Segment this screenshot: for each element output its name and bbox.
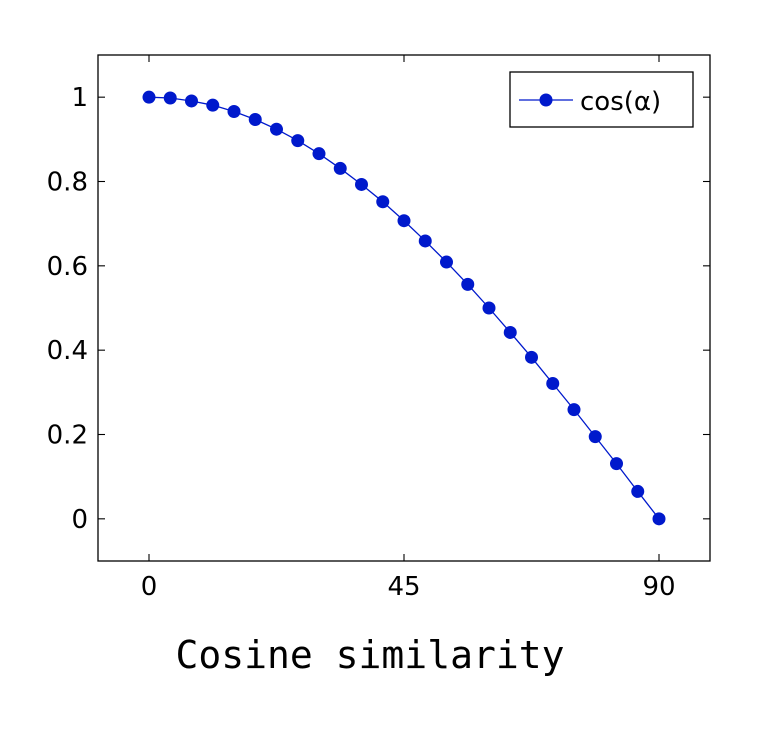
- data-point: [567, 403, 581, 417]
- series-line: [148, 96, 660, 520]
- axes: 0 45 90 0 0.2 0.4 0.6 0.8 1: [47, 54, 711, 602]
- y-tick-label: 0: [71, 505, 88, 535]
- data-point: [206, 98, 220, 112]
- data-point: [227, 105, 241, 119]
- x-tick-label: 90: [642, 572, 675, 602]
- data-point: [142, 90, 156, 104]
- data-point: [546, 376, 560, 390]
- data-point: [440, 255, 453, 269]
- data-point: [312, 147, 326, 161]
- data-point: [163, 91, 177, 105]
- data-point: [525, 350, 538, 364]
- data-point: [248, 113, 262, 127]
- legend-entry-label: cos(α): [580, 87, 661, 117]
- legend-dot-marker: [539, 93, 553, 107]
- x-tick-label: 45: [387, 572, 420, 602]
- y-tick-label: 0.4: [47, 336, 88, 366]
- data-point: [270, 122, 283, 136]
- data-point: [652, 512, 666, 526]
- data-point: [355, 177, 368, 191]
- x-tick-label: 0: [141, 572, 158, 602]
- data-point: [631, 484, 645, 498]
- data-point: [503, 325, 517, 339]
- data-point: [461, 277, 475, 291]
- data-point: [397, 214, 411, 228]
- y-tick-label: 0.2: [47, 421, 88, 451]
- legend: cos(α): [509, 71, 694, 128]
- data-point: [333, 161, 347, 175]
- data-point: [610, 457, 623, 471]
- chart-caption: Cosine similarity: [176, 633, 565, 677]
- y-tick-label: 0.6: [47, 252, 88, 282]
- series-cos-alpha: [142, 90, 666, 526]
- data-point: [482, 301, 496, 315]
- legend-box: [509, 71, 694, 128]
- data-point: [185, 94, 198, 108]
- data-point: [291, 134, 305, 148]
- data-point: [376, 195, 390, 209]
- data-point: [418, 234, 432, 248]
- data-point: [588, 430, 602, 444]
- plot-frame: [97, 54, 711, 562]
- y-tick-label: 0.8: [47, 168, 88, 198]
- y-tick-label: 1: [71, 83, 88, 113]
